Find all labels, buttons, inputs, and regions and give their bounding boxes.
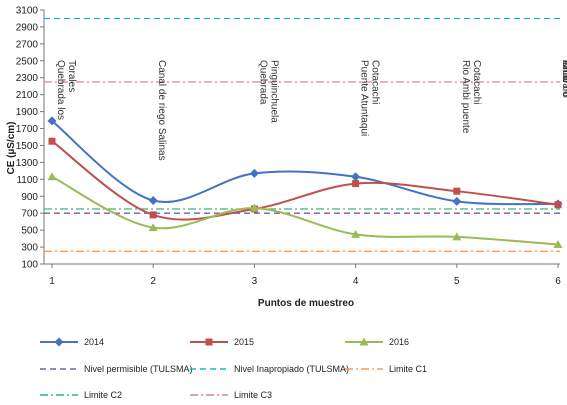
site-label-4: Puente Atuntaqui [359, 60, 370, 136]
y-axis-title: CE (µS/cm) [6, 122, 17, 175]
site-label-2: Canal de riego Salinas [156, 60, 167, 161]
site-label-1: Quebrada los [55, 60, 66, 120]
site-label-6: Chavaro [560, 60, 567, 98]
data-point-2016-2 [148, 223, 158, 232]
data-point-2014-5 [452, 196, 462, 206]
data-point-2014-3 [249, 168, 259, 178]
series-line-2016 [51, 175, 559, 246]
y-tick-label: 1100 [16, 175, 38, 186]
y-tick-label: 2900 [16, 22, 39, 33]
legend-label: 2014 [84, 337, 104, 347]
data-point-2015-6 [554, 201, 562, 209]
y-tick-label: 2500 [16, 56, 39, 67]
legend-label: Nivel permisible (TULSMA) [84, 364, 193, 374]
y-tick-label: 700 [21, 209, 38, 220]
y-tick-label: 3100 [16, 6, 39, 17]
series-line-2015 [51, 140, 559, 221]
x-tick-label: 1 [49, 276, 55, 287]
data-point-2015-1 [48, 137, 56, 145]
data-point-2015-4 [352, 180, 360, 188]
data-point-2016-6 [553, 240, 563, 249]
y-tick-label: 1500 [16, 141, 39, 152]
x-tick-label: 6 [555, 276, 561, 287]
data-point-2015-5 [453, 187, 461, 195]
y-tick-label: 1900 [16, 107, 39, 118]
legend-label: Nivel Inapropiado (TULSMA) [234, 364, 349, 374]
site-label-4: Cotacachi [370, 60, 381, 104]
x-tick-label: 3 [252, 276, 258, 287]
legend-marker [205, 338, 213, 346]
legend-label: Limite C3 [234, 390, 272, 400]
data-point-2014-1 [47, 116, 57, 126]
legend: 2014 2015 2016 Nivel permisible (TULSMA) Niv… [40, 337, 427, 400]
data-point-2016-1 [47, 172, 57, 181]
site-label-3: Quebrada [257, 60, 268, 105]
x-tick-label: 5 [454, 276, 460, 287]
y-tick-label: 500 [21, 226, 38, 237]
x-tick-label: 4 [353, 276, 359, 287]
site-label-6: Ambi [560, 60, 567, 83]
legend-label: Limite C1 [389, 364, 427, 374]
site-label-6: inicio rio [560, 60, 567, 97]
y-tick-label: 100 [21, 260, 38, 271]
legend-marker [359, 337, 369, 346]
legend-label: 2016 [389, 337, 409, 347]
data-point-2014-2 [148, 196, 158, 205]
y-tick-label: 2100 [16, 90, 39, 101]
data-point-2016-5 [452, 232, 462, 241]
legend-marker [54, 337, 64, 347]
plot-area: 100 300 500 700 900 1100 1300 1500 1700 1900 2100 2… [16, 6, 567, 288]
legend-label: 2015 [234, 337, 254, 347]
series-line-2014 [51, 120, 559, 206]
data-point-2016-4 [351, 229, 361, 238]
y-tick-label: 900 [21, 192, 38, 203]
y-tick-label: 1700 [16, 124, 39, 135]
x-tick-label: 2 [150, 276, 156, 287]
data-point-2014-4 [351, 172, 361, 182]
site-label-3: Pinguinchuela [268, 60, 279, 123]
y-tick-label: 1300 [16, 158, 39, 169]
site-label-1: Torales [66, 60, 77, 92]
site-label-5: Rio Ambi puente [460, 60, 471, 134]
x-axis-title: Puntos de muestreo [258, 298, 354, 309]
site-label-5: Cotacachi [471, 60, 482, 104]
data-point-2015-2 [149, 211, 157, 219]
y-tick-label: 2300 [16, 73, 39, 84]
y-tick-label: 300 [21, 243, 38, 254]
y-tick-label: 2700 [16, 39, 39, 50]
data-point-2016-3 [249, 203, 259, 212]
legend-label: Limite C2 [84, 390, 122, 400]
